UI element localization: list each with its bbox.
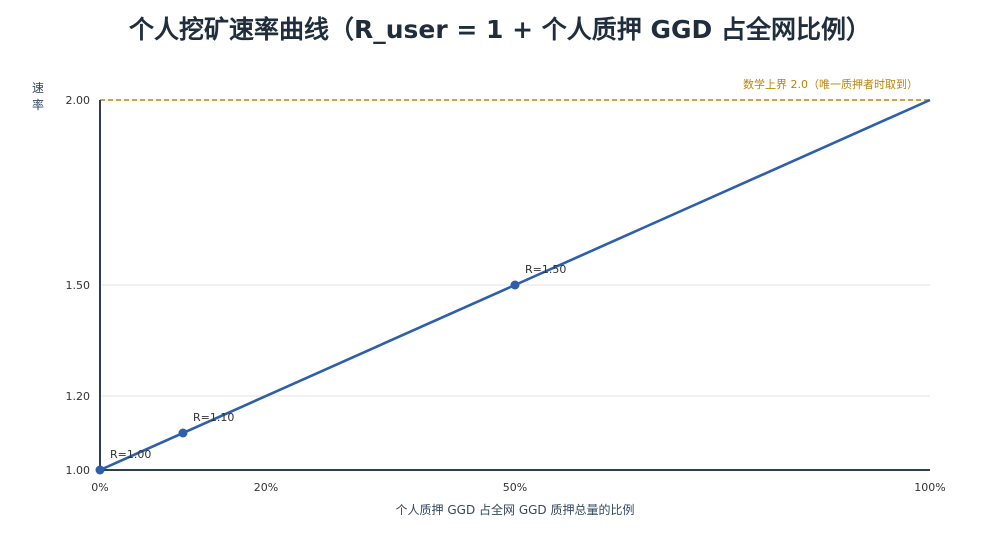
data-point bbox=[95, 465, 105, 475]
axes bbox=[99, 100, 930, 471]
x-axis-label: 个人质押 GGD 占全网 GGD 质押总量的比例 bbox=[396, 502, 635, 517]
data-point-label: R=1.50 bbox=[525, 263, 566, 276]
data-point bbox=[510, 280, 520, 290]
chart-title: 个人挖矿速率曲线（R_user = 1 + 个人质押 GGD 占全网比例） bbox=[128, 15, 872, 44]
data-point-label: R=1.00 bbox=[110, 448, 151, 461]
x-tick-label: 100% bbox=[914, 481, 945, 494]
y-tick-labels: 1.00 1.20 1.50 2.00 bbox=[66, 94, 91, 477]
y-tick-label: 1.20 bbox=[66, 390, 91, 403]
y-axis-label: 速率 bbox=[32, 81, 44, 112]
y-axis-label-char: 率 bbox=[32, 97, 44, 112]
x-tick-label: 0% bbox=[91, 481, 108, 494]
x-tick-label: 20% bbox=[254, 481, 278, 494]
point-layer: R=1.00 R=1.10 R=1.50 bbox=[95, 263, 566, 475]
y-axis-label-char: 速 bbox=[32, 81, 44, 95]
upper-bound-reference-label: 数学上界 2.0（唯一质押者时取到） bbox=[743, 77, 918, 91]
grid-layer bbox=[100, 99, 930, 397]
data-point bbox=[178, 428, 188, 438]
y-tick-label: 1.50 bbox=[66, 279, 91, 292]
reference-layer: 数学上界 2.0（唯一质押者时取到） bbox=[100, 77, 930, 101]
y-tick-label: 2.00 bbox=[66, 94, 91, 107]
x-tick-labels: 0% 20% 50% 100% bbox=[91, 481, 945, 494]
x-tick-label: 50% bbox=[503, 481, 527, 494]
y-tick-label: 1.00 bbox=[66, 464, 91, 477]
data-point-label: R=1.10 bbox=[193, 411, 234, 424]
